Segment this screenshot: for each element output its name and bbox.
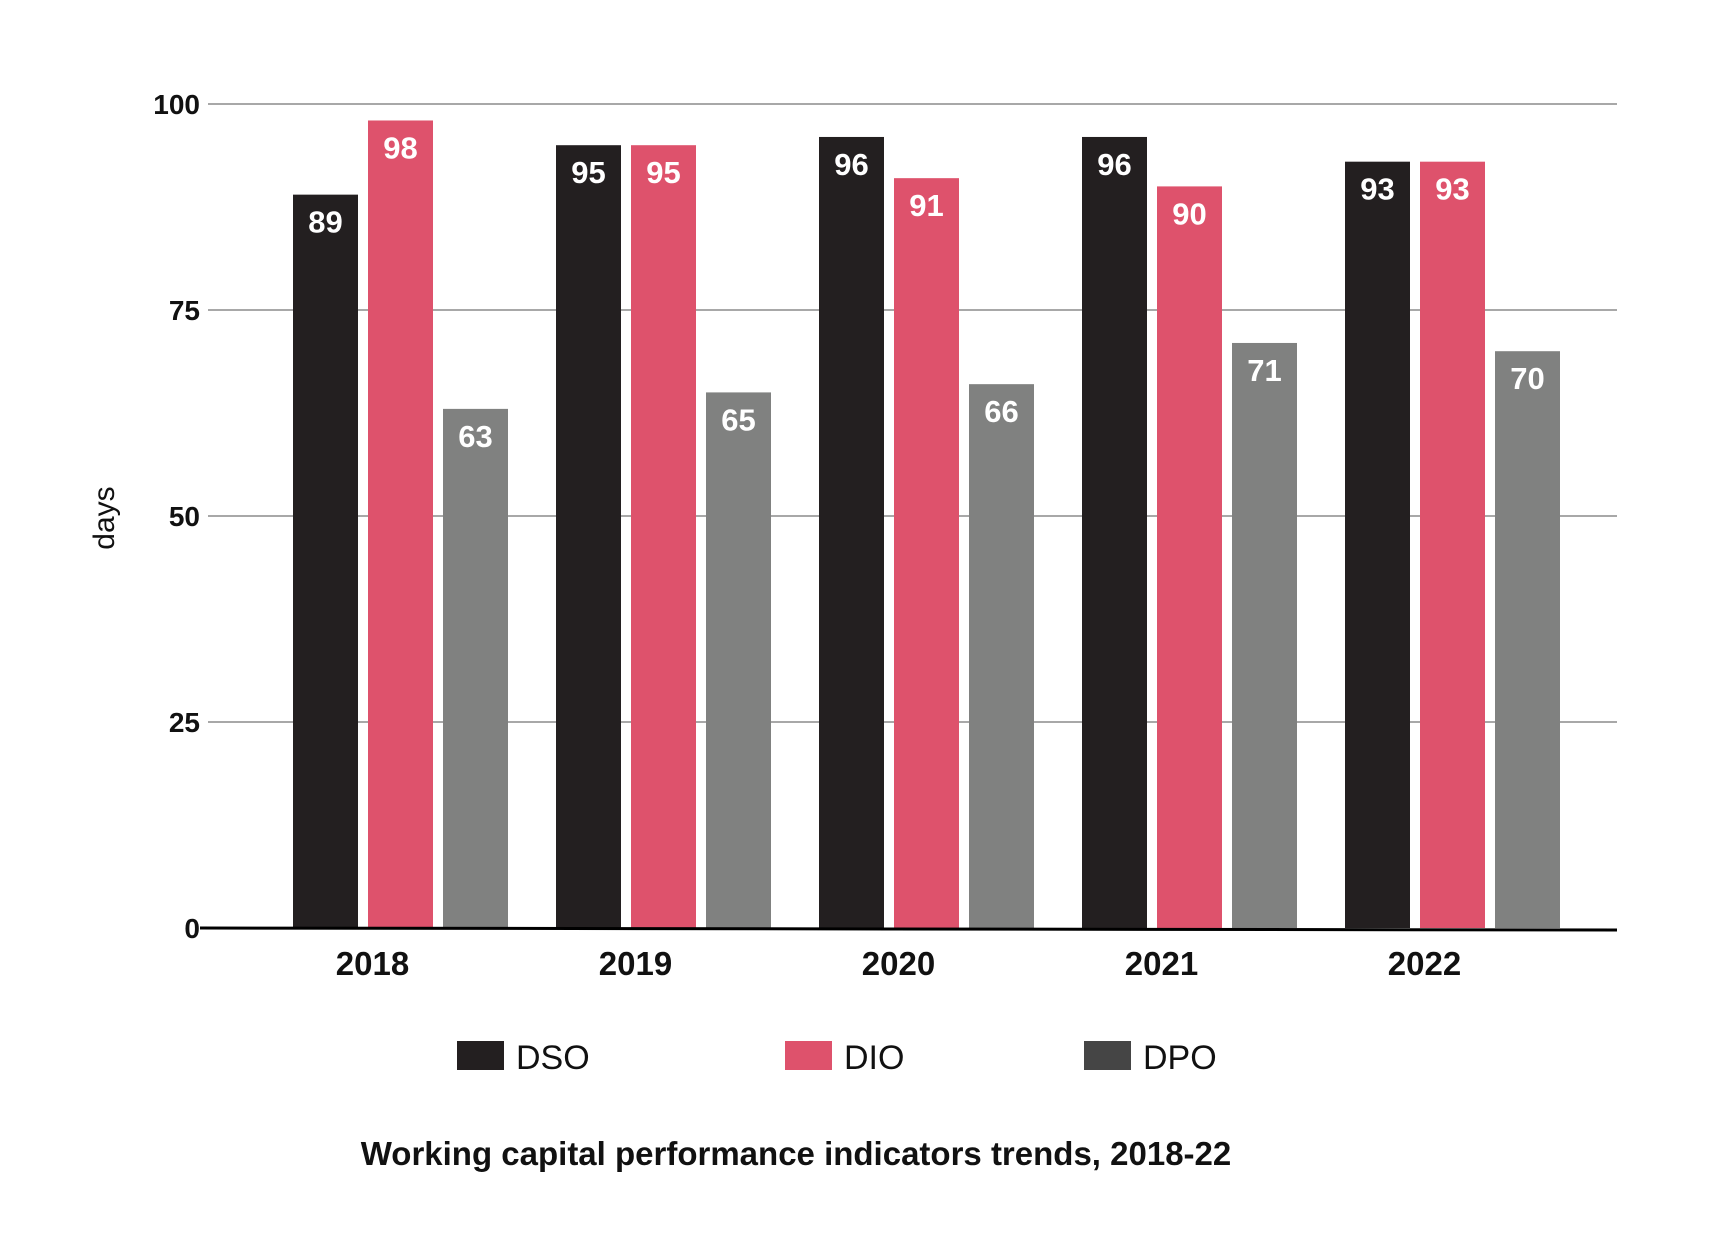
data-label: 98 [383,130,417,165]
bar-dpo-2021 [1232,342,1297,929]
y-tick-label: 25 [169,707,200,738]
legend: DSO DIO DPO [457,1039,1217,1077]
legend-swatch-dso [457,1041,504,1070]
bar-dso-2021 [1082,136,1147,928]
data-label: 66 [984,394,1018,429]
y-tick-label: 50 [169,501,200,532]
y-tick-label: 0 [184,913,200,944]
x-tick-label: 2021 [1125,945,1198,982]
bar-dpo-2022 [1495,351,1560,928]
bar-dso-2019 [556,145,621,928]
bars: 89 98 63 95 95 65 96 91 66 96 90 71 93 93 70 [293,120,1560,929]
x-axis-labels: 2018 2019 2020 2021 2022 [336,945,1461,982]
legend-label: DPO [1143,1039,1217,1077]
data-label: 93 [1435,172,1469,207]
bar-dio-2021 [1157,186,1222,928]
bar-dpo-2020 [969,384,1034,928]
y-axis-ticks: 0 25 50 75 100 [153,89,200,944]
bar-dso-2022 [1345,161,1410,928]
legend-swatch-dio [785,1041,832,1070]
bar-dio-2018 [368,120,433,929]
data-label: 96 [1097,147,1131,182]
legend-label: DSO [516,1039,590,1077]
data-label: 65 [721,402,755,437]
bar-dso-2018 [293,194,358,928]
chart-title: Working capital performance indicators t… [361,1135,1232,1172]
data-label: 89 [308,205,342,240]
data-label: 93 [1360,172,1394,207]
y-axis-label: days [88,486,121,549]
legend-swatch-dpo [1084,1041,1131,1070]
bar-dso-2020 [819,136,884,928]
bar-dio-2020 [894,178,959,928]
x-tick-label: 2019 [599,945,672,982]
y-tick-label: 75 [169,295,200,326]
bar-dio-2022 [1420,161,1485,928]
data-label: 96 [834,147,868,182]
bar-dpo-2018 [443,408,508,928]
bar-dio-2019 [631,145,696,928]
legend-label: DIO [844,1039,904,1077]
y-tick-label: 100 [153,89,200,120]
data-label: 90 [1172,196,1206,231]
bar-dpo-2019 [706,392,771,928]
data-label: 95 [646,155,680,190]
data-label: 71 [1247,353,1281,388]
data-label: 63 [458,419,492,454]
data-label: 70 [1510,361,1544,396]
data-label: 91 [909,188,943,223]
data-label: 95 [571,155,605,190]
x-tick-label: 2022 [1388,945,1461,982]
x-tick-label: 2020 [862,945,935,982]
x-tick-label: 2018 [336,945,409,982]
x-axis-line [199,926,1618,932]
